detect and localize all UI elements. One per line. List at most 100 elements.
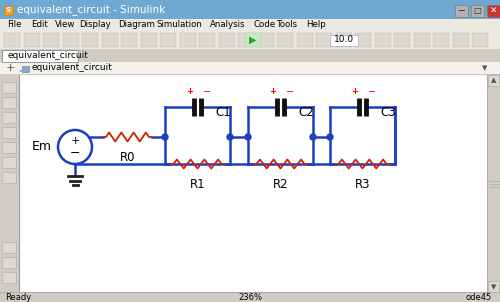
Text: 10.0: 10.0 (334, 36, 354, 44)
Text: Code: Code (253, 20, 276, 29)
Text: Help: Help (306, 20, 326, 29)
Bar (160, 33, 176, 47)
Text: −: − (70, 147, 80, 160)
Bar (2, 142, 16, 153)
Text: +: + (70, 136, 80, 146)
Bar (330, 35, 358, 46)
Text: ▼: ▼ (491, 284, 496, 290)
Bar (258, 33, 274, 47)
Bar (2, 97, 16, 108)
Text: +: + (6, 63, 15, 73)
Bar (394, 33, 410, 47)
Text: ─: ─ (458, 6, 464, 16)
Text: Edit: Edit (31, 20, 48, 29)
Text: Simulation: Simulation (157, 20, 202, 29)
Bar (62, 33, 78, 47)
Text: −: − (368, 86, 376, 97)
Bar (455, 5, 468, 17)
Circle shape (58, 130, 92, 164)
Bar (277, 33, 293, 47)
Text: equivalent_circuit - Simulink: equivalent_circuit - Simulink (17, 5, 165, 15)
Bar (4, 33, 20, 47)
Text: Ready: Ready (5, 293, 31, 301)
Bar (0, 49, 500, 50)
Bar (488, 75, 499, 86)
Text: C3: C3 (380, 105, 396, 118)
Bar (22, 66, 29, 72)
Text: −: − (286, 86, 294, 97)
Bar (355, 33, 371, 47)
Bar (102, 33, 117, 47)
Bar (121, 33, 137, 47)
Bar (0, 19, 500, 31)
Bar (0, 49, 500, 62)
Text: equivalent_circuit: equivalent_circuit (32, 63, 113, 72)
Bar (18, 74, 19, 292)
Bar (0, 74, 19, 292)
Bar (0, 62, 500, 63)
Bar (2, 257, 16, 268)
Bar (374, 33, 390, 47)
Circle shape (245, 134, 251, 140)
Bar (238, 33, 254, 47)
Text: Em: Em (32, 140, 52, 153)
Text: ▶: ▶ (249, 35, 257, 45)
Bar (43, 33, 59, 47)
Text: R1: R1 (190, 178, 206, 191)
Bar (4, 6, 13, 15)
Bar (414, 33, 430, 47)
Bar (2, 112, 16, 123)
Bar (433, 33, 449, 47)
Bar (2, 272, 16, 283)
Text: ▲: ▲ (491, 77, 496, 83)
Text: S: S (6, 8, 11, 14)
Circle shape (227, 134, 233, 140)
Bar (0, 292, 500, 302)
Text: ✕: ✕ (490, 7, 497, 15)
Text: View: View (56, 20, 76, 29)
Bar (19, 74, 487, 292)
Text: R3: R3 (355, 178, 370, 191)
Bar (487, 5, 500, 17)
Text: 236%: 236% (238, 293, 262, 301)
Bar (316, 33, 332, 47)
Bar (2, 157, 16, 168)
Text: C2: C2 (298, 105, 314, 118)
Text: ▼: ▼ (482, 65, 488, 71)
Bar (336, 33, 351, 47)
Text: File: File (7, 20, 22, 29)
Bar (2, 242, 16, 253)
Bar (0, 292, 500, 293)
Text: +: + (186, 88, 193, 97)
Bar (296, 33, 312, 47)
Bar (452, 33, 468, 47)
Bar (140, 33, 156, 47)
Text: C1: C1 (216, 105, 231, 118)
Text: +: + (269, 88, 276, 97)
Bar (487, 74, 500, 292)
Bar (2, 50, 78, 62)
Text: equivalent_circuit: equivalent_circuit (8, 51, 89, 60)
Text: Display: Display (80, 20, 112, 29)
Text: Tools: Tools (278, 20, 298, 29)
Bar (0, 31, 500, 49)
Bar (24, 33, 40, 47)
Bar (180, 33, 196, 47)
Bar (488, 281, 499, 292)
Bar (218, 33, 234, 47)
Bar (2, 172, 16, 183)
Text: R0: R0 (120, 151, 135, 164)
Circle shape (162, 134, 168, 140)
Bar (0, 62, 500, 74)
Text: Diagram: Diagram (118, 20, 155, 29)
Circle shape (327, 134, 333, 140)
Bar (20, 70, 23, 72)
Text: ode45: ode45 (466, 293, 492, 301)
Bar (472, 33, 488, 47)
Bar (199, 33, 215, 47)
Bar (2, 127, 16, 138)
Bar (2, 82, 16, 93)
Text: +: + (351, 88, 358, 97)
Text: −: − (202, 86, 210, 97)
Bar (82, 33, 98, 47)
